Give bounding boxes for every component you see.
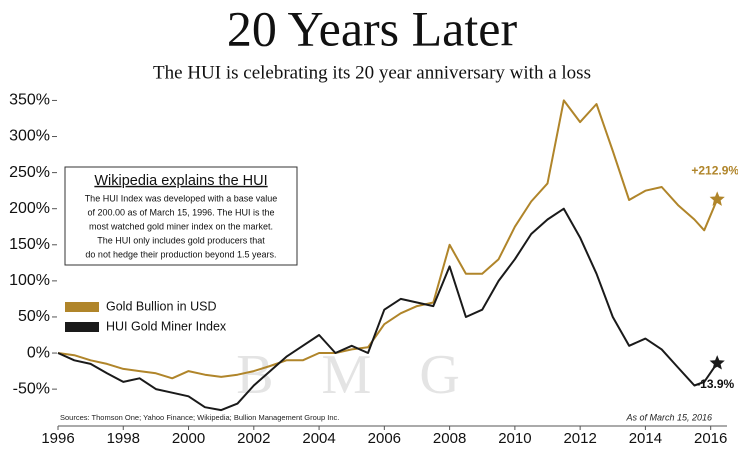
end-marker bbox=[709, 191, 725, 206]
legend-label: Gold Bullion in USD bbox=[106, 299, 216, 313]
x-tick-label: 2008 bbox=[433, 430, 466, 447]
series-line bbox=[57, 207, 719, 412]
end-marker bbox=[709, 355, 725, 370]
y-tick-label: 350% bbox=[9, 92, 50, 109]
x-tick-label: 1998 bbox=[107, 430, 140, 447]
y-tick-label: 100% bbox=[9, 272, 50, 289]
legend-label: HUI Gold Miner Index bbox=[106, 319, 227, 333]
x-tick-label: 2010 bbox=[498, 430, 531, 447]
y-tick-label: 300% bbox=[9, 128, 50, 145]
legend-swatch bbox=[65, 322, 99, 332]
x-tick-label: 2004 bbox=[302, 430, 335, 447]
note-box-frame bbox=[64, 166, 298, 266]
series-line bbox=[57, 99, 719, 380]
x-tick-label: 2014 bbox=[629, 430, 662, 447]
x-tick-label: 2002 bbox=[237, 430, 270, 447]
y-tick-label: 150% bbox=[9, 236, 50, 253]
note-line: The HUI Index was developed with a base … bbox=[85, 193, 278, 203]
note-line: of 200.00 as of March 15, 1996. The HUI … bbox=[88, 207, 275, 217]
note-box: Wikipedia explains the HUI The HUI Index… bbox=[64, 166, 298, 266]
watermark: BMG bbox=[236, 344, 508, 406]
x-tick-label: 2000 bbox=[172, 430, 205, 447]
x-tick-label: 2016 bbox=[694, 430, 727, 447]
legend-swatch bbox=[65, 302, 99, 312]
sources: Sources: Thomson One; Yahoo Finance; Wik… bbox=[60, 413, 339, 422]
value-label: -13.9% bbox=[696, 377, 734, 391]
chart-title: 20 Years Later bbox=[227, 0, 518, 56]
as-of: As of March 15, 2016 bbox=[625, 412, 712, 422]
y-tick-label: 50% bbox=[18, 308, 50, 325]
y-tick-label: -50% bbox=[13, 380, 50, 397]
note-title: Wikipedia explains the HUI bbox=[94, 173, 267, 189]
note-line: The HUI only includes gold producers tha… bbox=[97, 235, 265, 245]
note-line: most watched gold miner index on the mar… bbox=[89, 221, 273, 231]
x-tick-label: 2006 bbox=[368, 430, 401, 447]
y-tick-label: 250% bbox=[9, 164, 50, 181]
plot-area bbox=[57, 99, 725, 412]
x-tick-label: 2012 bbox=[563, 430, 596, 447]
y-tick-label: 200% bbox=[9, 200, 50, 217]
y-tick-label: 0% bbox=[27, 344, 50, 361]
value-label: +212.9% bbox=[691, 164, 738, 178]
x-tick-label: 1996 bbox=[41, 430, 74, 447]
note-line: do not hedge their production beyond 1.5… bbox=[85, 249, 276, 259]
chart-subtitle: The HUI is celebrating its 20 year anniv… bbox=[153, 62, 591, 83]
